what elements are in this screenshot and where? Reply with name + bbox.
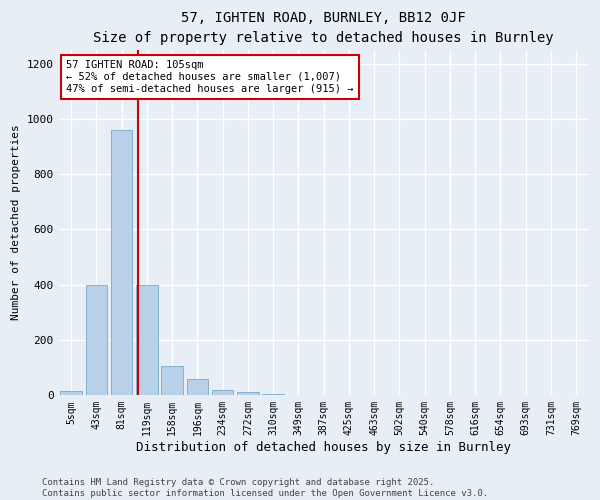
Text: 57 IGHTEN ROAD: 105sqm
← 52% of detached houses are smaller (1,007)
47% of semi-: 57 IGHTEN ROAD: 105sqm ← 52% of detached… bbox=[67, 60, 354, 94]
Bar bbox=[212, 390, 233, 395]
Title: 57, IGHTEN ROAD, BURNLEY, BB12 0JF
Size of property relative to detached houses : 57, IGHTEN ROAD, BURNLEY, BB12 0JF Size … bbox=[94, 11, 554, 44]
Bar bbox=[111, 130, 133, 395]
Bar bbox=[187, 378, 208, 395]
Bar bbox=[262, 394, 284, 395]
Y-axis label: Number of detached properties: Number of detached properties bbox=[11, 124, 21, 320]
Bar bbox=[237, 392, 259, 395]
Bar bbox=[136, 284, 158, 395]
X-axis label: Distribution of detached houses by size in Burnley: Distribution of detached houses by size … bbox=[136, 441, 511, 454]
Bar bbox=[86, 284, 107, 395]
Bar bbox=[161, 366, 183, 395]
Text: Contains HM Land Registry data © Crown copyright and database right 2025.
Contai: Contains HM Land Registry data © Crown c… bbox=[42, 478, 488, 498]
Bar bbox=[61, 392, 82, 395]
